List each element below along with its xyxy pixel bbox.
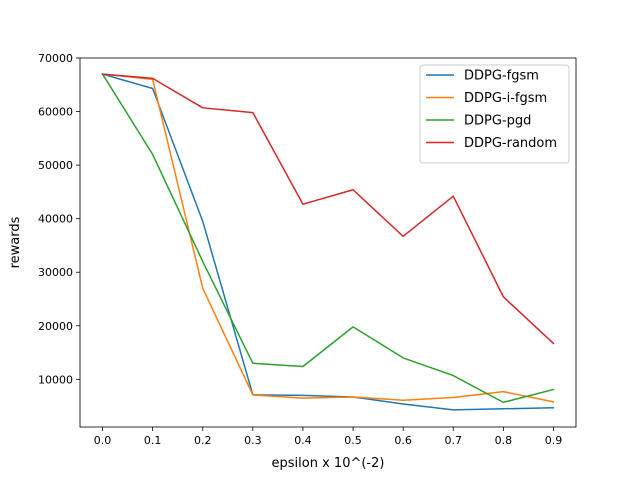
legend: DDPG-fgsm DDPG-i-fgsm DDPG-pgd DDPG-random <box>419 64 570 164</box>
series-line-1 <box>101 73 555 403</box>
x-tick-label: 0.6 <box>394 434 412 447</box>
series-line-3 <box>101 73 555 345</box>
x-tick-label: 0.7 <box>445 434 463 447</box>
legend-label: DDPG-random <box>464 136 557 151</box>
series-lines <box>101 73 555 411</box>
y-tick-label: 20000 <box>38 320 73 333</box>
x-tick-label: 0.1 <box>144 434 162 447</box>
y-tick-label: 10000 <box>38 373 73 386</box>
legend-label: DDPG-pgd <box>464 114 531 129</box>
y-axis-ticks: 10000 20000 30000 40000 50000 60000 70000 <box>38 52 80 386</box>
legend-box <box>419 64 570 164</box>
x-axis-ticks: 0.0 0.1 0.2 0.3 0.4 0.5 0.6 0.7 0.8 0.9 <box>94 427 562 447</box>
x-axis-label: epsilon x 10^(-2) <box>272 456 385 471</box>
series-line-0 <box>101 73 555 411</box>
x-tick-label: 0.3 <box>244 434 262 447</box>
series-line-2 <box>101 73 555 404</box>
x-tick-label: 0.0 <box>94 434 112 447</box>
y-tick-label: 70000 <box>38 52 73 65</box>
y-tick-label: 40000 <box>38 213 73 226</box>
legend-label: DDPG-fgsm <box>464 69 539 84</box>
x-tick-label: 0.8 <box>495 434 513 447</box>
y-tick-label: 30000 <box>38 266 73 279</box>
y-tick-label: 60000 <box>38 106 73 119</box>
plot-area-frame <box>79 57 577 428</box>
x-tick-label: 0.2 <box>194 434 212 447</box>
y-tick-label: 50000 <box>38 159 73 172</box>
x-tick-label: 0.5 <box>344 434 362 447</box>
x-tick-label: 0.9 <box>545 434 563 447</box>
x-tick-label: 0.4 <box>294 434 312 447</box>
y-axis-label: rewards <box>8 216 23 268</box>
legend-label: DDPG-i-fgsm <box>464 91 547 106</box>
